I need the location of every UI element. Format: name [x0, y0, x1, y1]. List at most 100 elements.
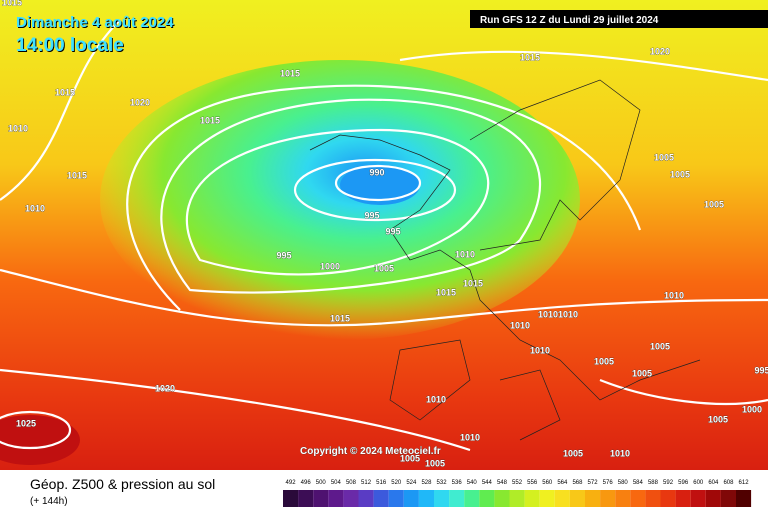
isobar-label: 1010: [460, 432, 480, 442]
scale-swatch: [630, 490, 646, 507]
scale-swatch: [675, 490, 691, 507]
scale-swatch: [328, 490, 344, 507]
isobar-label: 1015: [436, 287, 456, 297]
isobar-label: 1010: [530, 345, 550, 355]
scale-label: 568: [572, 480, 583, 486]
legend-title: Géop. Z500 & pression au sol: [30, 476, 215, 492]
scale-label: 516: [376, 480, 387, 486]
scale-label: 556: [527, 480, 538, 486]
scale-swatch: [494, 490, 510, 507]
scale-swatch: [403, 490, 419, 507]
scale-swatch: [736, 490, 752, 507]
scale-label: 588: [648, 480, 659, 486]
scale-label: 544: [482, 480, 493, 486]
scale-label: 532: [437, 480, 448, 486]
scale-label: 592: [663, 480, 674, 486]
isobar-label: 1010: [664, 290, 684, 300]
scale-label: 500: [316, 480, 327, 486]
scale-swatch: [509, 490, 525, 507]
copyright: Copyright © 2024 Meteociel.fr: [300, 446, 441, 457]
isobar-label: 1005: [632, 368, 652, 378]
isobar-label: 995: [385, 226, 400, 236]
scale-label: 576: [603, 480, 614, 486]
run-box: [470, 10, 768, 28]
isobar-label: 1005: [670, 169, 690, 179]
scale-swatch: [660, 490, 676, 507]
scale-swatch: [373, 490, 389, 507]
scale-label: 528: [421, 480, 432, 486]
scale-label: 552: [512, 480, 523, 486]
isobar-label: 1020: [650, 46, 670, 56]
scale-swatch: [705, 490, 721, 507]
isobar-label: 1015: [330, 313, 350, 323]
isobar-label: 1025: [16, 418, 36, 428]
scale-swatch: [600, 490, 616, 507]
scale-swatch: [585, 490, 601, 507]
scale-label: 512: [361, 480, 372, 486]
isobar-label: 990: [369, 167, 384, 177]
isobars: [0, 19, 768, 452]
scale-swatch: [298, 490, 314, 507]
scale-label: 540: [467, 480, 478, 486]
scale-label: 608: [723, 480, 734, 486]
scale-swatch: [554, 490, 570, 507]
coastlines: [309, 79, 701, 441]
isobar-label: 1010: [538, 309, 558, 319]
scale-swatch: [524, 490, 540, 507]
scale-swatch: [449, 490, 465, 507]
isobar-label: 1010: [426, 394, 446, 404]
isobar-label: 1010: [455, 249, 475, 259]
isobar-label: 1020: [155, 383, 175, 393]
scale-swatch: [343, 490, 359, 507]
isobar-label: 1010: [558, 309, 578, 319]
scale-swatch: [388, 490, 404, 507]
run: Run GFS 12 Z du Lundi 29 juillet 2024: [480, 15, 659, 26]
scale-label: 504: [331, 480, 342, 486]
isobar-label: 1015: [200, 115, 220, 125]
isobar-label: 995: [364, 210, 379, 220]
isobar-label: 1005: [563, 448, 583, 458]
low-core: [340, 165, 420, 205]
scale-label: 508: [346, 480, 357, 486]
scale-swatch: [464, 490, 480, 507]
lead-time: (+ 144h): [30, 496, 68, 507]
scale-swatch: [645, 490, 661, 507]
scale-swatch: [358, 490, 374, 507]
high: [0, 415, 80, 465]
scale-label: 600: [693, 480, 704, 486]
isobar-label: 1015: [2, 0, 22, 7]
isobar-label: 1010: [25, 203, 45, 213]
isobar-label: 995: [754, 365, 768, 375]
isobar-label: 1005: [654, 152, 674, 162]
time: 14:00 locale: [16, 35, 124, 56]
scale-label: 492: [286, 480, 297, 486]
scale-label: 604: [708, 480, 719, 486]
isobar-label: 1010: [510, 320, 530, 330]
scale-label: 536: [452, 480, 463, 486]
scale-label: 548: [497, 480, 508, 486]
scale-swatch: [313, 490, 329, 507]
scale-swatch: [434, 490, 450, 507]
scale-label: 584: [633, 480, 644, 486]
scale-swatch: [418, 490, 434, 507]
scale-swatch: [479, 490, 495, 507]
isobar-label: 1005: [650, 341, 670, 351]
isobar-label: 1010: [610, 448, 630, 458]
isobar-label: 1005: [425, 458, 445, 468]
isobar-label: 1005: [374, 263, 394, 273]
isobar-label: 1015: [520, 52, 540, 62]
isobar-label: 995: [276, 250, 291, 260]
isobar-label: 1015: [55, 87, 75, 97]
isobar-label: 1005: [704, 199, 724, 209]
isobar-label: 1015: [67, 170, 87, 180]
date: Dimanche 4 août 2024: [16, 14, 174, 31]
isobar-label: 1000: [320, 261, 340, 271]
scale-swatch: [690, 490, 706, 507]
scale-swatch: [283, 490, 299, 507]
isobar-label: 1015: [463, 278, 483, 288]
scale-swatch: [539, 490, 555, 507]
scale-label: 572: [588, 480, 599, 486]
low: [100, 60, 580, 340]
